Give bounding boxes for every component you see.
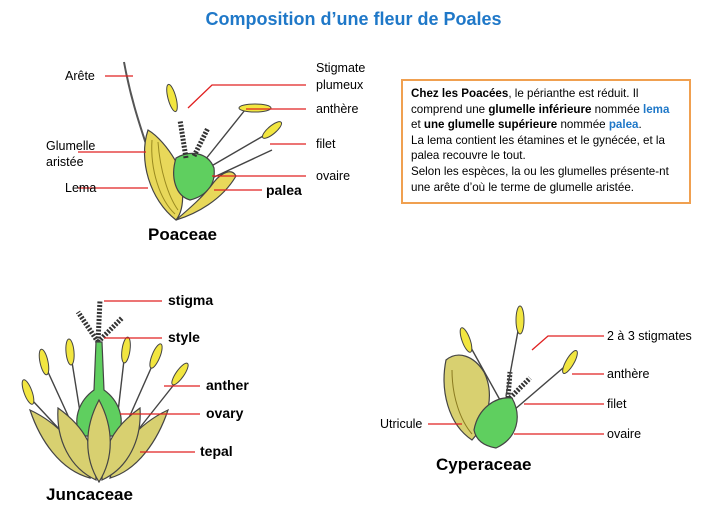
cyperaceae-leaders — [428, 335, 604, 435]
caption-poaceae: Poaceae — [148, 225, 217, 244]
label-glumelle: Glumelle — [46, 139, 95, 153]
label-anthere: anthère — [316, 102, 358, 116]
poaceae-flower — [123, 61, 283, 221]
info-line-5: palea recouvre le tout. — [411, 149, 526, 163]
label-plumeux: plumeux — [316, 78, 364, 92]
label-aristee: aristée — [46, 155, 84, 169]
label-anthere-cyp: anthère — [607, 367, 649, 381]
juncaceae-tepal — [57, 406, 97, 481]
juncaceae-flower — [21, 299, 189, 484]
label-ovaire-cyp: ovaire — [607, 427, 641, 441]
poaceae-palea — [175, 171, 237, 221]
poaceae-awn — [123, 61, 149, 151]
poaceae-anther — [238, 103, 272, 113]
info-line-3: et une glumelle supérieure nommée palea. — [411, 118, 642, 132]
cyperaceae-flower — [443, 305, 578, 449]
label-palea: palea — [266, 182, 302, 198]
poaceae-leaders — [78, 75, 306, 191]
label-filet-cyp: filet — [607, 397, 627, 411]
label-lema: Lema — [65, 181, 96, 195]
label-anther: anther — [206, 377, 249, 393]
label-filet: filet — [316, 137, 336, 151]
poaceae-anther — [166, 83, 178, 113]
page-title: Composition d’une fleur de Poales — [205, 9, 502, 29]
info-line-4: La lema contient les étamines et le gyné… — [411, 133, 665, 147]
caption-cyperaceae: Cyperaceae — [436, 455, 531, 474]
label-ovary: ovary — [206, 405, 244, 421]
juncaceae-tepal — [87, 398, 111, 484]
label-ovaire: ovaire — [316, 169, 350, 183]
juncaceae-tepal — [101, 406, 141, 481]
label-utricule: Utricule — [380, 417, 422, 431]
info-line-1: Chez les Poacées, le périanthe est rédui… — [411, 87, 639, 100]
label-arete: Arête — [65, 69, 95, 83]
label-stigmate: Stigmate — [316, 61, 365, 75]
cyperaceae-ovary — [473, 397, 518, 449]
label-tepal: tepal — [200, 443, 233, 459]
info-line-6: Selon les espèces, la ou les glumelles p… — [411, 164, 669, 178]
info-box: Chez les Poacées, le périanthe est rédui… — [401, 79, 691, 204]
label-stigma: stigma — [168, 292, 213, 308]
info-line-2: comprend une glumelle inférieure nommée … — [411, 102, 670, 116]
info-line-7: une arête d’où le terme de glumelle aris… — [411, 180, 634, 194]
juncaceae-leaders — [104, 300, 200, 453]
poaceae-anther — [261, 121, 283, 139]
caption-juncaceae: Juncaceae — [46, 485, 133, 504]
label-stigmates: 2 à 3 stigmates — [607, 329, 692, 343]
label-style: style — [168, 329, 200, 345]
